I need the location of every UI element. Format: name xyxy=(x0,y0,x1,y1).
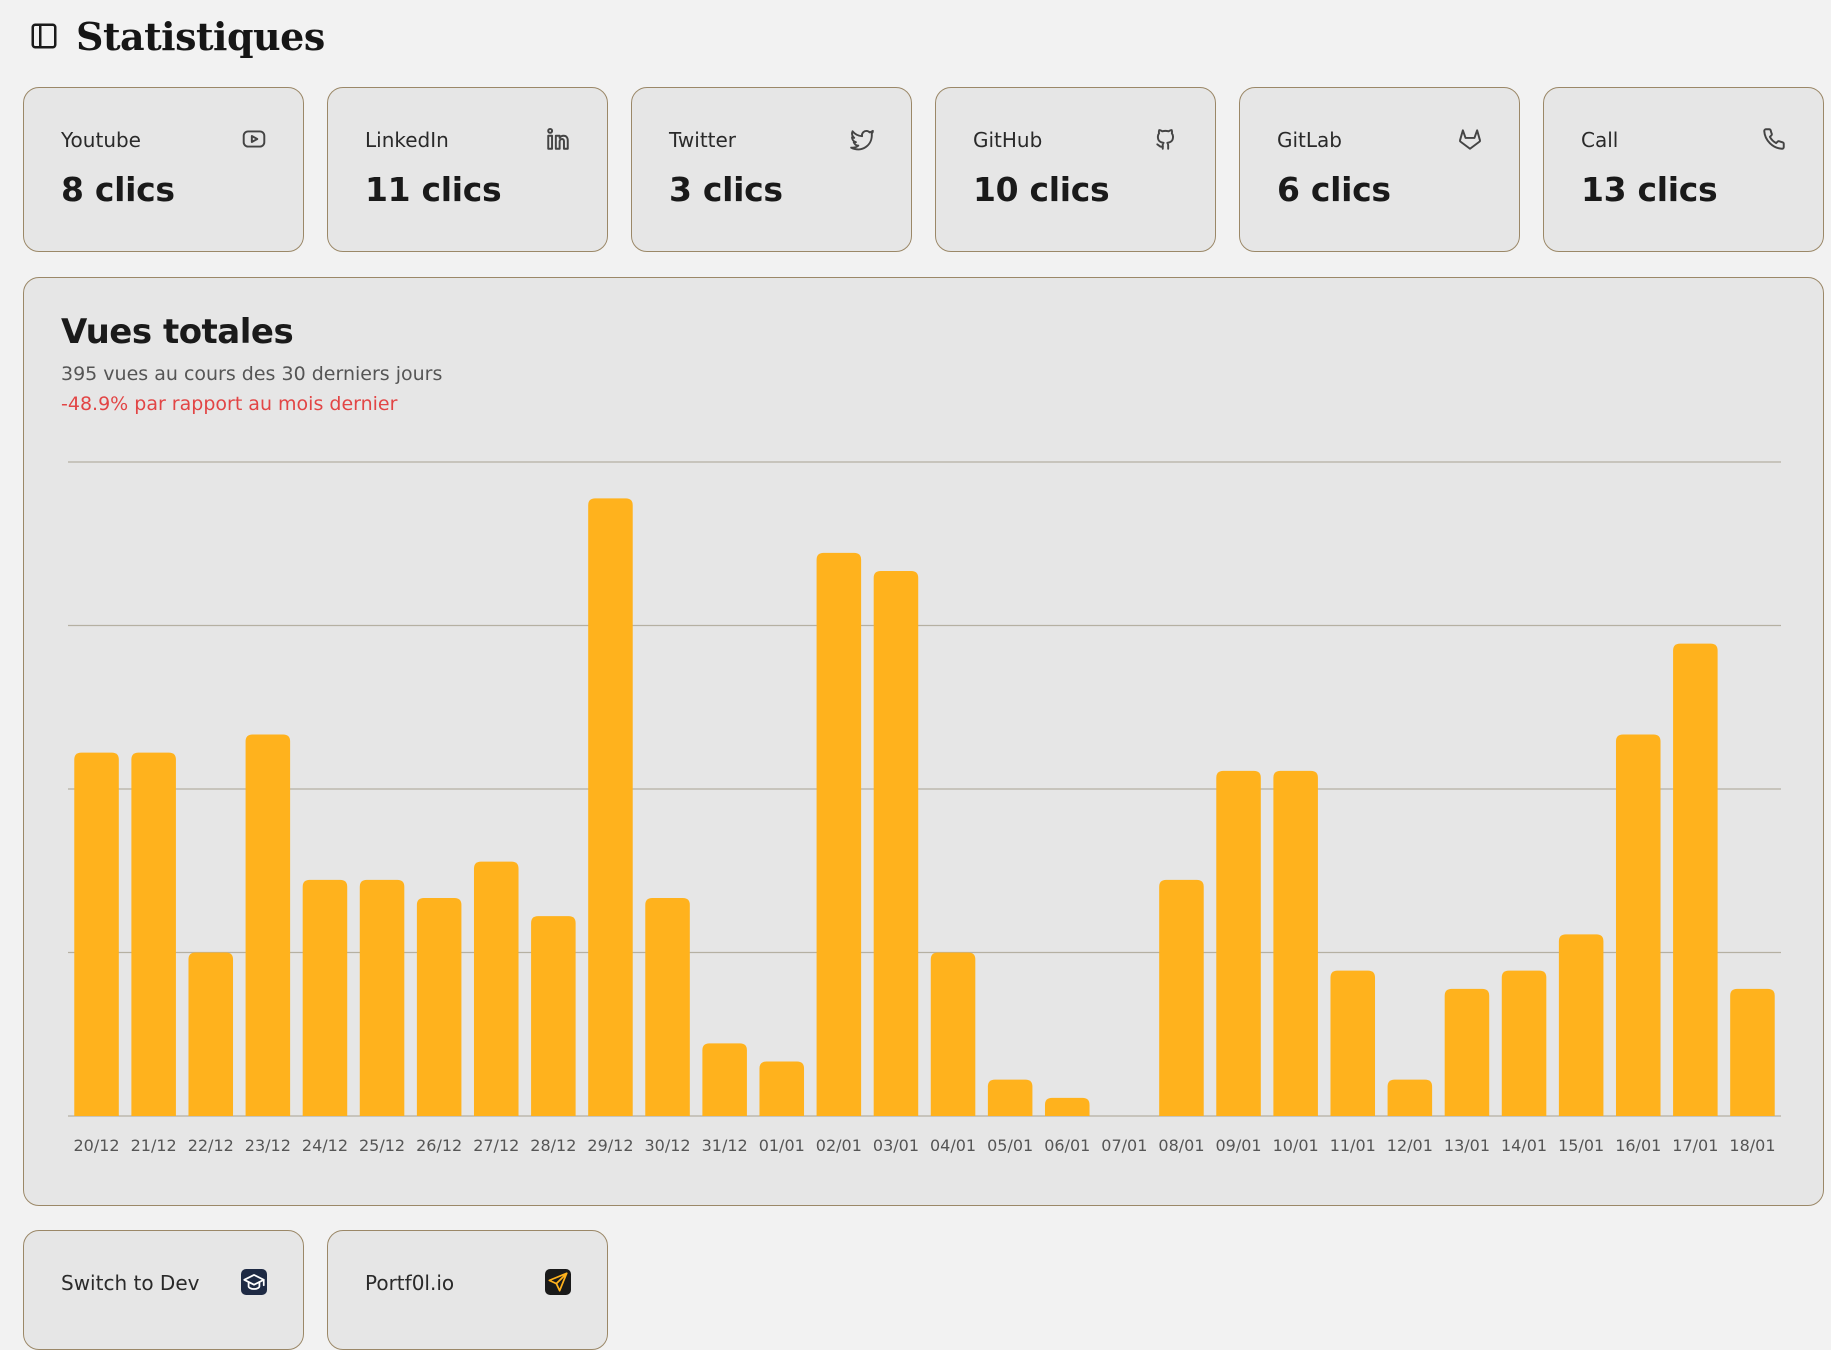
bar-06/01[interactable] xyxy=(1044,1097,1090,1116)
stat-label: Youtube xyxy=(61,128,141,152)
bar-23/12[interactable] xyxy=(245,734,291,1117)
x-tick-label: 06/01 xyxy=(1044,1136,1090,1155)
x-tick-label: 05/01 xyxy=(987,1136,1033,1155)
bar-04/01[interactable] xyxy=(930,952,976,1117)
bar-11/01[interactable] xyxy=(1330,970,1376,1116)
bar-14/01[interactable] xyxy=(1501,970,1547,1116)
chart-title: Vues totales xyxy=(61,312,294,352)
stat-card-gitlab[interactable]: GitLab 6 clics xyxy=(1239,87,1520,252)
x-tick-label: 28/12 xyxy=(530,1136,576,1155)
stat-value: 10 clics xyxy=(973,170,1110,209)
stat-card-linkedin[interactable]: LinkedIn 11 clics xyxy=(327,87,608,252)
x-tick-label: 27/12 xyxy=(473,1136,519,1155)
stat-card-youtube[interactable]: Youtube 8 clics xyxy=(23,87,304,252)
x-tick-label: 12/01 xyxy=(1387,1136,1433,1155)
bar-18/01[interactable] xyxy=(1730,988,1775,1116)
paper-plane-icon xyxy=(545,1269,571,1295)
bar-16/01[interactable] xyxy=(1615,734,1661,1117)
gitlab-icon xyxy=(1457,126,1483,152)
stat-value: 6 clics xyxy=(1277,170,1391,209)
x-tick-label: 22/12 xyxy=(188,1136,234,1155)
x-tick-label: 11/01 xyxy=(1330,1136,1376,1155)
bar-28/12[interactable] xyxy=(531,916,576,1116)
phone-icon xyxy=(1761,126,1787,152)
bar-21/12[interactable] xyxy=(131,752,176,1116)
x-tick-label: 17/01 xyxy=(1672,1136,1718,1155)
bar-05/01[interactable] xyxy=(987,1079,1033,1116)
link-label: Switch to Dev xyxy=(61,1271,200,1295)
chart-delta: -48.9% par rapport au mois dernier xyxy=(61,393,398,415)
x-tick-label: 04/01 xyxy=(930,1136,976,1155)
x-tick-label: 02/01 xyxy=(816,1136,862,1155)
x-tick-label: 01/01 xyxy=(759,1136,805,1155)
x-tick-label: 10/01 xyxy=(1273,1136,1319,1155)
bar-17/01[interactable] xyxy=(1673,643,1718,1116)
bar-29/12[interactable] xyxy=(588,498,633,1116)
bar-22/12[interactable] xyxy=(188,952,234,1117)
stat-label: LinkedIn xyxy=(365,128,449,152)
x-tick-label: 18/01 xyxy=(1729,1136,1775,1155)
x-tick-label: 31/12 xyxy=(702,1136,748,1155)
chart-subtitle: 395 vues au cours des 30 derniers jours xyxy=(61,363,443,385)
stat-label: GitHub xyxy=(973,128,1043,152)
x-tick-label: 23/12 xyxy=(245,1136,291,1155)
bar-10/01[interactable] xyxy=(1273,770,1318,1116)
bar-27/12[interactable] xyxy=(473,861,519,1116)
bar-26/12[interactable] xyxy=(416,898,462,1116)
x-tick-label: 15/01 xyxy=(1558,1136,1604,1155)
bar-09/01[interactable] xyxy=(1216,770,1261,1116)
x-tick-label: 16/01 xyxy=(1615,1136,1661,1155)
bar-24/12[interactable] xyxy=(302,879,348,1116)
stat-value: 13 clics xyxy=(1581,170,1718,209)
github-icon xyxy=(1153,126,1179,152)
bar-02/01[interactable] xyxy=(816,552,862,1116)
bar-12/01[interactable] xyxy=(1387,1079,1433,1116)
stat-value: 8 clics xyxy=(61,170,175,209)
bar-20/12[interactable] xyxy=(74,752,119,1116)
page-title: Statistiques xyxy=(76,13,325,59)
x-tick-label: 30/12 xyxy=(644,1136,690,1155)
twitter-icon xyxy=(849,126,875,152)
x-tick-label: 24/12 xyxy=(302,1136,348,1155)
x-tick-label: 14/01 xyxy=(1501,1136,1547,1155)
stat-value: 11 clics xyxy=(365,170,502,209)
youtube-icon xyxy=(241,126,267,152)
link-card-portfolio[interactable]: Portf0l.io xyxy=(327,1230,608,1350)
x-tick-label: 29/12 xyxy=(587,1136,633,1155)
bar-01/01[interactable] xyxy=(759,1061,805,1117)
x-tick-label: 13/01 xyxy=(1444,1136,1490,1155)
bar-03/01[interactable] xyxy=(873,571,919,1116)
x-tick-label: 09/01 xyxy=(1215,1136,1261,1155)
stat-label: GitLab xyxy=(1277,128,1342,152)
stat-value: 3 clics xyxy=(669,170,783,209)
link-label: Portf0l.io xyxy=(365,1271,455,1295)
bar-13/01[interactable] xyxy=(1444,988,1490,1116)
stat-card-call[interactable]: Call 13 clics xyxy=(1543,87,1824,252)
x-tick-label: 26/12 xyxy=(416,1136,462,1155)
bar-31/12[interactable] xyxy=(702,1043,747,1116)
chart-card: Vues totales 395 vues au cours des 30 de… xyxy=(23,277,1824,1206)
sidebar-toggle-icon[interactable] xyxy=(28,20,60,52)
x-tick-label: 07/01 xyxy=(1101,1136,1147,1155)
bar-chart: 20/12 21/12 22/12 23/12 24/12 25/12 26/12 27/12… xyxy=(68,461,1781,1155)
x-tick-label: 08/01 xyxy=(1158,1136,1204,1155)
bar-08/01[interactable] xyxy=(1159,879,1204,1116)
stat-card-github[interactable]: GitHub 10 clics xyxy=(935,87,1216,252)
link-card-switch-to-dev[interactable]: Switch to Dev xyxy=(23,1230,304,1350)
x-tick-label: 03/01 xyxy=(873,1136,919,1155)
stat-label: Call xyxy=(1581,128,1619,152)
stat-card-twitter[interactable]: Twitter 3 clics xyxy=(631,87,912,252)
linkedin-icon xyxy=(545,126,571,152)
x-tick-label: 25/12 xyxy=(359,1136,405,1155)
bar-15/01[interactable] xyxy=(1558,934,1604,1116)
stat-label: Twitter xyxy=(669,128,737,152)
page-header: Statistiques xyxy=(28,12,325,60)
graduation-cap-icon xyxy=(241,1269,267,1295)
x-tick-label: 20/12 xyxy=(73,1136,119,1155)
x-tick-label: 21/12 xyxy=(131,1136,177,1155)
bar-25/12[interactable] xyxy=(359,879,405,1116)
bar-30/12[interactable] xyxy=(645,898,690,1116)
